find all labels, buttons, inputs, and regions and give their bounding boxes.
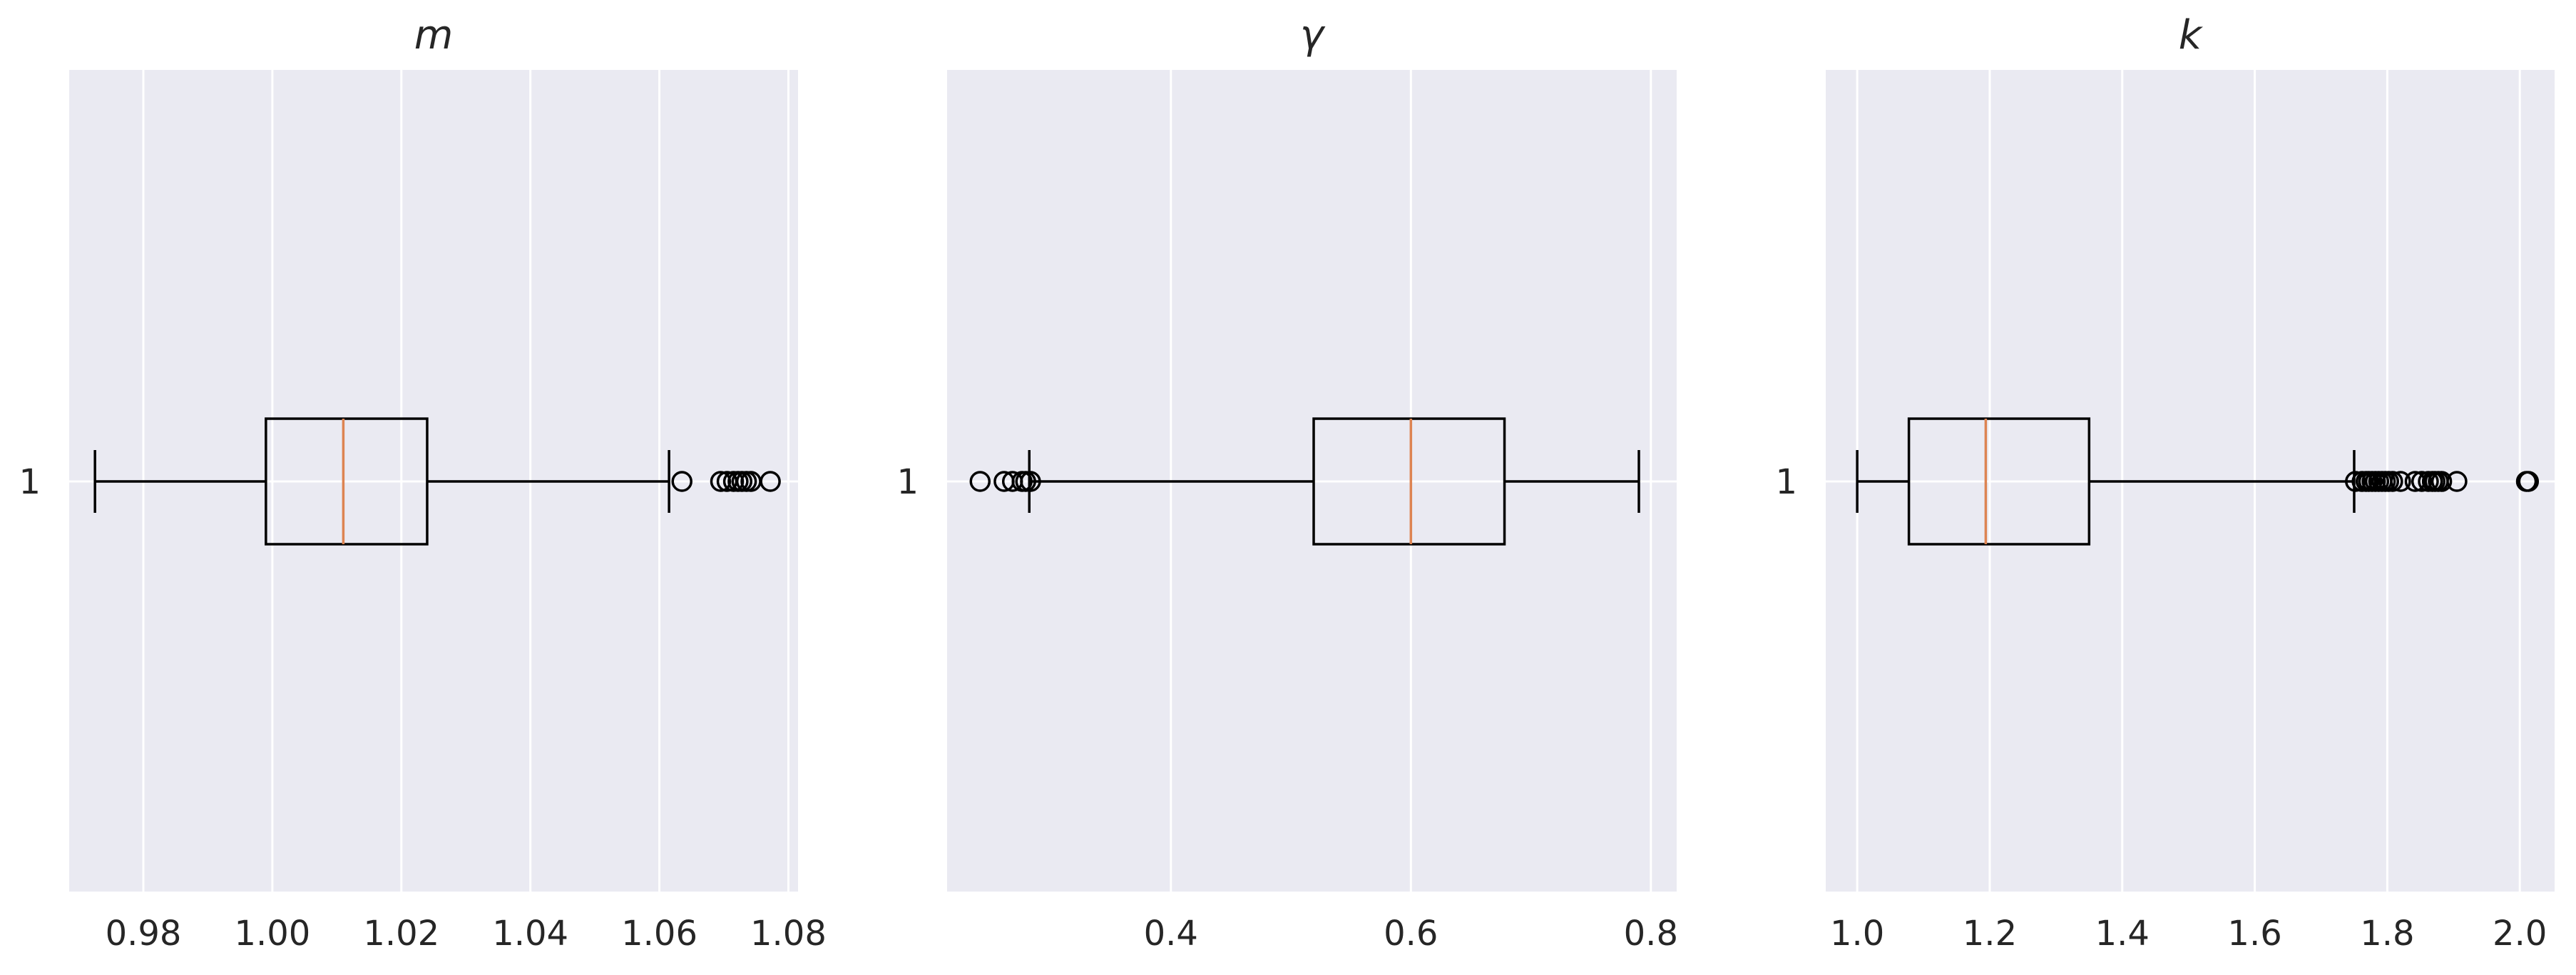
x-tick-label: 1.08	[750, 914, 827, 954]
x-tick-label: 1.4	[2095, 914, 2150, 954]
iqr-box	[1312, 417, 1506, 546]
outlier-point	[671, 471, 692, 492]
outlier-point	[2382, 471, 2403, 492]
panel-3: 1.0 1.2 1.4 1.6 1.8 2.0 1 k	[1775, 12, 2555, 954]
panel-title: k	[2179, 12, 2204, 58]
outlier-point	[2518, 471, 2540, 492]
panel-title: γ	[1300, 12, 1326, 58]
x-tick-label: 1.02	[363, 914, 439, 954]
outlier-point	[2411, 471, 2433, 492]
x-tick-label: 1.6	[2227, 914, 2281, 954]
x-tick-label: 1.0	[1830, 914, 1884, 954]
panel-2: 0.4 0.6 0.8 1 γ	[896, 12, 1678, 954]
x-tick-label: 1.06	[621, 914, 697, 954]
x-tick-label: 1.04	[492, 914, 568, 954]
y-tick-label: 1	[896, 462, 919, 502]
y-tick-label: 1	[19, 462, 41, 502]
x-tick-label: 1.00	[234, 914, 310, 954]
outlier-point	[760, 471, 781, 492]
y-tick-label: 1	[1775, 462, 1797, 502]
outlier-point	[1020, 471, 1041, 492]
x-tick-label: 0.98	[106, 914, 182, 954]
outlier-point	[2390, 471, 2411, 492]
outlier-point	[2446, 471, 2468, 492]
outlier-point	[2404, 471, 2426, 492]
x-tick-label: 1.2	[1963, 914, 2017, 954]
panel-1: 0.98 1.00 1.02 1.04 1.06 1.08 1 m	[19, 12, 826, 954]
outlier-point	[2345, 471, 2366, 492]
x-tick-label: 1.8	[2360, 914, 2414, 954]
x-tick-label: 0.4	[1144, 914, 1198, 954]
iqr-box	[265, 417, 429, 546]
x-tick-label: 2.0	[2493, 914, 2547, 954]
iqr-box	[1907, 417, 2091, 546]
outlier-point	[969, 471, 991, 492]
x-tick-label: 0.8	[1624, 914, 1678, 954]
panel-title: m	[414, 12, 454, 58]
x-tick-label: 0.6	[1384, 914, 1438, 954]
outlier-point	[2431, 471, 2453, 492]
